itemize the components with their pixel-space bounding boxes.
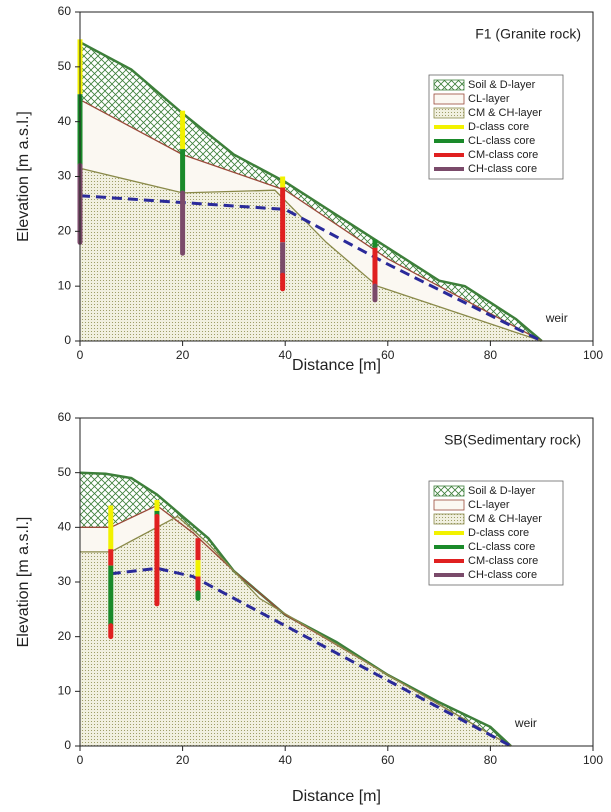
legend-label: CM-class core [468,149,538,161]
legend: Soil & D-layer CL-layer CM & CH-layer D-cla… [428,74,564,180]
y-tick-label: 40 [58,520,72,534]
layer-area [80,168,542,341]
legend-label: Soil & D-layer [468,485,536,497]
legend-label: CH-class core [468,569,537,581]
x-tick-label: 60 [381,753,395,767]
legend-swatch [433,79,465,91]
x-tick-label: 40 [279,348,293,362]
legend: Soil & D-layer CL-layer CM & CH-layer D-cla… [428,480,564,586]
legend-label: CH-class core [468,163,537,175]
y-tick-label: 0 [64,738,71,752]
legend-label: CL-layer [468,499,510,511]
layer-line [79,167,542,342]
x-tick-label: 80 [484,753,498,767]
legend-swatch [433,485,465,497]
legend-label: CL-class core [468,135,535,147]
y-tick-label: 0 [64,333,71,347]
legend-label: CL-layer [468,93,510,105]
legend-label: CM & CH-layer [468,513,542,525]
y-axis-label: Elevation [m a.s.l.] [15,517,32,648]
y-axis-label: Elevation [m a.s.l.] [15,111,32,242]
legend-label: D-class core [468,527,529,539]
legend-label: CM-class core [468,555,538,567]
legend-label: Soil & D-layer [468,79,536,91]
x-axis-label: Distance [m] [292,357,381,374]
water-table-line [79,194,543,343]
annotation: weir [545,311,568,325]
legend-label: D-class core [468,121,529,133]
chart-panel: 0 20 40 60 80 100 0 10 20 30 40 50 60 Distance [m] Ele… [15,410,603,805]
y-tick-label: 20 [58,629,72,643]
x-tick-label: 20 [176,348,190,362]
y-tick-label: 10 [58,278,72,292]
x-tick-label: 80 [484,348,498,362]
annotation: weir [514,716,537,730]
y-tick-label: 60 [58,4,72,18]
legend-swatch [433,93,465,105]
layer-line [79,41,543,342]
x-tick-label: 20 [176,753,190,767]
x-tick-label: 100 [583,348,603,362]
x-tick-label: 100 [583,753,603,767]
y-tick-label: 10 [58,684,72,698]
layer-line [79,99,543,342]
x-tick-label: 60 [381,348,395,362]
y-tick-label: 60 [58,410,72,424]
legend-swatch [433,513,465,525]
y-tick-label: 50 [58,59,72,73]
water-table-line [110,566,512,748]
legend-label: CL-class core [468,541,535,553]
panel-title: SB(Sedimentary rock) [444,432,581,448]
panel-title: F1 (Granite rock) [475,26,581,42]
legend-label: CM & CH-layer [468,107,542,119]
y-tick-label: 50 [58,465,72,479]
legend-swatch [433,107,465,119]
y-tick-label: 30 [58,574,72,588]
x-tick-label: 0 [77,348,84,362]
x-axis-label: Distance [m] [292,788,381,805]
y-tick-label: 30 [58,169,72,183]
x-tick-label: 0 [77,753,84,767]
legend-box [428,74,564,180]
y-tick-label: 20 [58,224,72,238]
legend-swatch [433,499,465,511]
x-tick-label: 40 [279,753,293,767]
y-tick-label: 40 [58,114,72,128]
